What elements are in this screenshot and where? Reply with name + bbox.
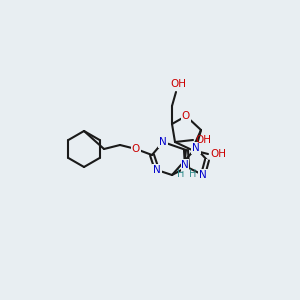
Text: N: N <box>159 137 167 147</box>
Text: N: N <box>159 137 167 147</box>
Text: N: N <box>192 143 200 153</box>
Text: O: O <box>182 111 190 121</box>
Text: H: H <box>177 169 184 179</box>
Text: N: N <box>192 143 200 153</box>
Text: N: N <box>153 165 161 175</box>
Text: H: H <box>189 169 196 179</box>
Text: O: O <box>132 144 140 154</box>
Text: N: N <box>199 170 207 180</box>
Text: N: N <box>153 165 161 175</box>
Text: OH: OH <box>170 79 186 89</box>
Text: OH: OH <box>195 135 211 145</box>
Text: C: C <box>206 160 208 161</box>
Text: OH: OH <box>210 149 226 159</box>
Text: N: N <box>199 170 207 180</box>
Text: N: N <box>181 160 189 170</box>
